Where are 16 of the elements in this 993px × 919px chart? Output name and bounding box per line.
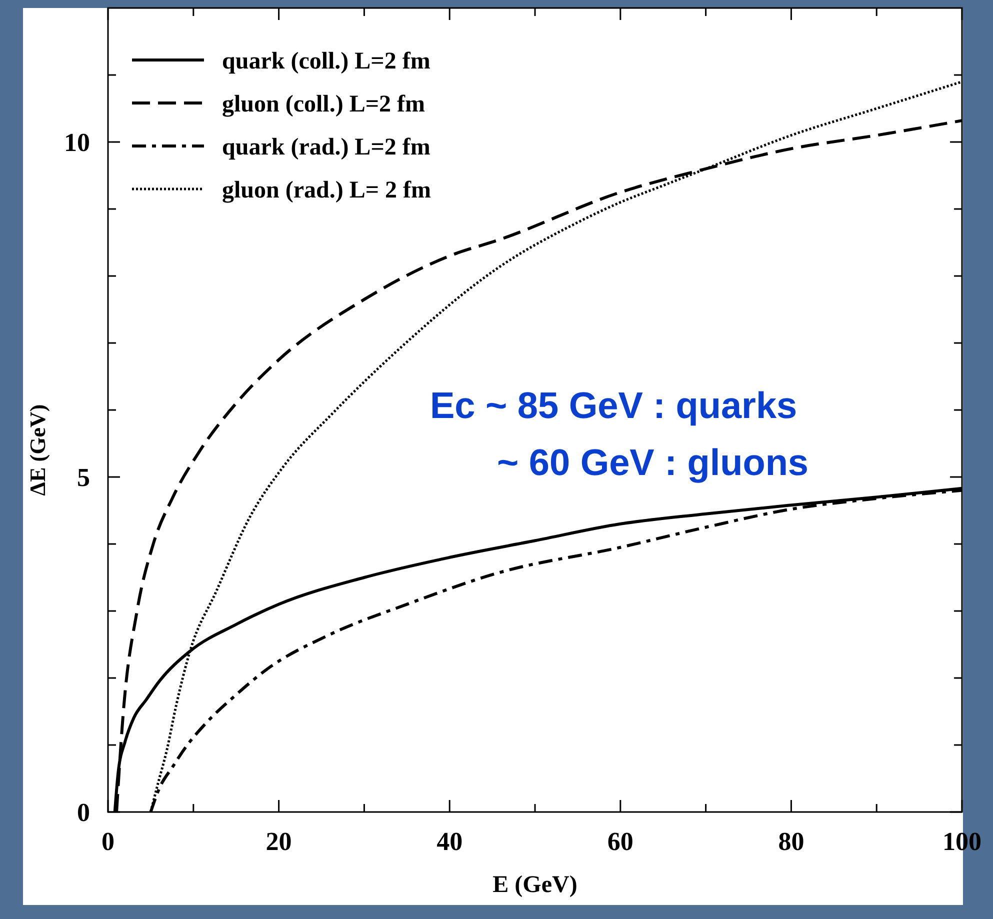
y-axis-title: ΔE (GeV) bbox=[25, 404, 50, 496]
legend-label: quark (coll.) L=2 fm bbox=[222, 48, 430, 74]
x-tick-label: 80 bbox=[778, 827, 804, 856]
annotation: Ec ~ 85 GeV : quarks bbox=[430, 384, 798, 426]
x-tick-label: 20 bbox=[266, 827, 292, 856]
legend-label: gluon (coll.) L=2 fm bbox=[222, 91, 426, 118]
x-axis-title: E (GeV) bbox=[492, 872, 578, 898]
y-tick-label: 5 bbox=[77, 463, 90, 492]
y-tick-label: 0 bbox=[77, 798, 90, 828]
legend-label: gluon (rad.) L= 2 fm bbox=[222, 177, 432, 204]
x-tick-label: 0 bbox=[102, 827, 114, 856]
y-tick-label: 10 bbox=[64, 128, 90, 158]
x-tick-label: 40 bbox=[436, 827, 463, 856]
legend-label: quark (rad.) L=2 fm bbox=[222, 134, 430, 160]
annotation: ~ 60 GeV : gluons bbox=[497, 442, 809, 483]
x-tick-label: 60 bbox=[607, 827, 634, 856]
